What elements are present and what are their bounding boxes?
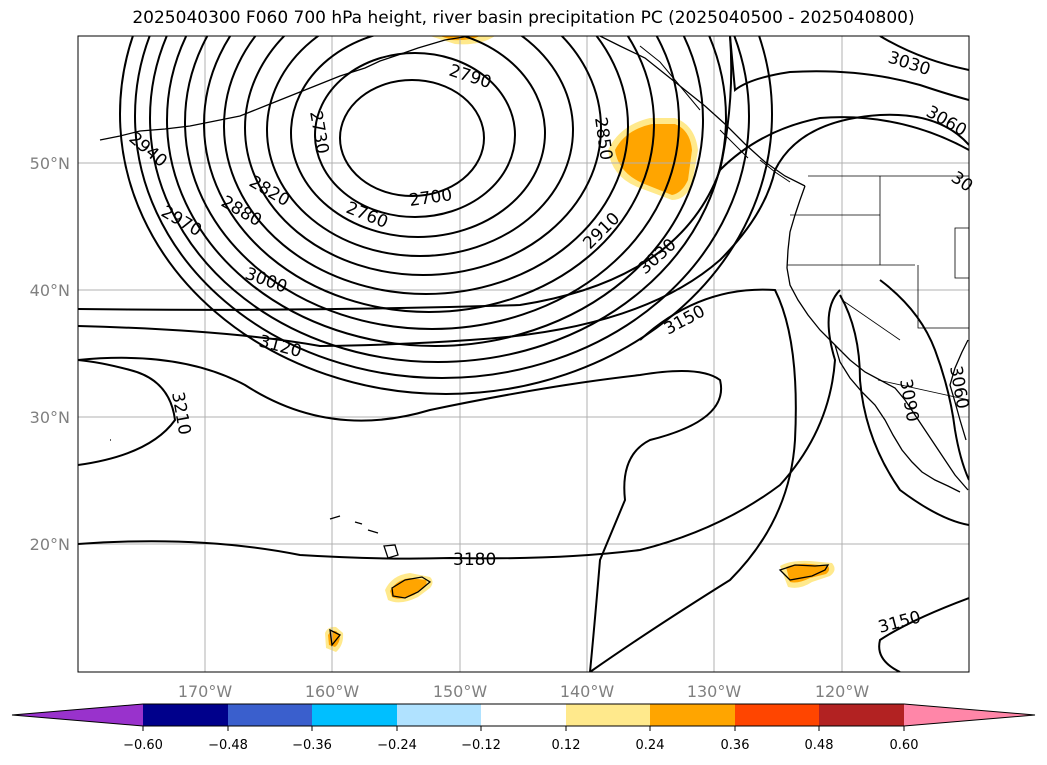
precip-area-baja-inner <box>786 563 830 583</box>
coastline-west-us <box>786 185 969 491</box>
lat-label-40n: 40°N <box>30 281 70 300</box>
contour-2790 <box>266 36 574 257</box>
colorbar: −0.60 −0.48 −0.36 −0.24 −0.12 0.12 0.24 … <box>11 703 1036 753</box>
coastline-hawaii-islands <box>329 515 432 599</box>
contour-3090-east <box>839 294 969 526</box>
border-state-az <box>954 227 969 279</box>
contour-3150-se <box>878 597 969 672</box>
colorbar-tick-5: 0.12 <box>552 738 581 753</box>
contour-2880 <box>203 36 655 313</box>
height-contours <box>78 36 969 672</box>
colorbar-tick-3: −0.24 <box>377 738 417 753</box>
lon-label-130w: 130°W <box>687 682 742 701</box>
contour-label-3120: 3120 <box>257 332 304 363</box>
border-state-ca-nv <box>841 299 901 341</box>
colorbar-seg-4 <box>397 704 481 726</box>
coastline-alaska-aleutians <box>99 36 471 141</box>
contour-3150-upper <box>589 288 797 672</box>
contour-2700 <box>339 79 485 197</box>
coastlines <box>99 36 969 647</box>
contour-2850 <box>223 36 629 295</box>
contour-label-2850: 2850 <box>590 116 616 162</box>
precip-shading <box>325 36 835 652</box>
contour-label-30-partial: 30 <box>947 168 976 197</box>
colorbar-seg-6 <box>566 704 650 726</box>
lon-label-120w: 120°W <box>815 682 870 701</box>
graticule <box>78 36 969 672</box>
contour-label-2880: 2880 <box>218 192 265 231</box>
contour-label-3030-east: 3030 <box>885 48 932 80</box>
lat-label-20n: 20°N <box>30 535 70 554</box>
coastline-alaska-panhandle <box>599 36 806 187</box>
contour-3060-arc <box>78 36 733 311</box>
contour-3030-east <box>729 36 969 101</box>
contour-2970 <box>149 36 727 363</box>
lon-label-160w: 160°W <box>305 682 360 701</box>
contour-2910 <box>184 36 680 330</box>
contour-2940 <box>166 36 704 347</box>
colorbar-seg-1 <box>143 704 228 726</box>
map-title: 2025040300 F060 700 hPa height, river ba… <box>132 8 915 28</box>
contour-label-2940: 2940 <box>125 129 171 172</box>
contour-label-3000: 3000 <box>242 264 289 298</box>
contour-3210 <box>78 359 177 466</box>
contour-label-3060-east: 3060 <box>923 102 970 141</box>
colorbar-seg-9 <box>819 704 904 726</box>
precip-area-pnw-inner <box>615 124 692 195</box>
contour-label-2700: 2700 <box>408 185 454 211</box>
contour-label-3210: 3210 <box>167 390 194 436</box>
colorbar-tick-1: −0.48 <box>208 738 248 753</box>
contour-label-3180: 3180 <box>453 550 496 570</box>
map-frame <box>77 35 970 673</box>
contour-3120 <box>78 113 969 348</box>
contour-label-2910: 2910 <box>579 209 624 254</box>
border-us-mexico <box>877 379 969 401</box>
colorbar-tick-7: 0.36 <box>721 738 750 753</box>
colorbar-seg-5 <box>481 704 566 726</box>
colorbar-tick-2: −0.36 <box>292 738 332 753</box>
latitude-labels: 50°N 40°N 30°N 20°N <box>30 154 70 554</box>
lat-label-30n: 30°N <box>30 408 70 427</box>
colorbar-seg-7 <box>650 704 735 726</box>
contour-3060-ne <box>879 36 969 71</box>
colorbar-seg-3 <box>312 704 397 726</box>
colorbar-tick-4: −0.12 <box>461 738 501 753</box>
colorbar-seg-8 <box>735 704 819 726</box>
contour-label-2970: 2970 <box>158 202 205 241</box>
contour-label-3150: 3150 <box>661 301 709 339</box>
contour-3000 <box>134 36 750 379</box>
colorbar-seg-10 <box>904 704 1035 726</box>
political-borders <box>787 175 969 401</box>
colorbar-tick-6: 0.24 <box>636 738 665 753</box>
contour-3150-main <box>78 356 723 672</box>
colorbar-seg-2 <box>228 704 312 726</box>
lat-label-50n: 50°N <box>30 154 70 173</box>
contour-label-2820: 2820 <box>246 172 293 211</box>
contour-label-2790: 2790 <box>446 61 493 93</box>
contour-2820 <box>244 36 602 276</box>
colorbar-tick-8: 0.48 <box>805 738 834 753</box>
colorbar-seg-0 <box>12 704 143 726</box>
contour-3180 <box>78 289 841 560</box>
longitude-labels: 170°W 160°W 150°W 140°W 130°W 120°W <box>178 682 870 701</box>
lon-label-150w: 150°W <box>433 682 488 701</box>
border-state-nv-az <box>917 265 969 329</box>
contour-3060-east <box>719 116 969 171</box>
lon-label-170w: 170°W <box>178 682 233 701</box>
coastline-gulf-of-california <box>949 339 969 441</box>
colorbar-tick-0: −0.60 <box>123 738 163 753</box>
lon-label-140w: 140°W <box>560 682 615 701</box>
contour-label-3150-se: 3150 <box>876 607 923 638</box>
coastline-small-islands <box>110 439 830 647</box>
contour-3060-se <box>879 279 969 481</box>
contour-3030 <box>119 36 773 395</box>
contour-2730 <box>314 52 516 218</box>
coastline-baja-peninsula <box>834 344 961 493</box>
contour-2760 <box>290 36 546 238</box>
colorbar-tick-marks <box>142 726 905 731</box>
contour-label-3060-se: 3060 <box>945 364 972 410</box>
contour-label-2730: 2730 <box>305 109 332 155</box>
colorbar-tick-9: 0.60 <box>890 738 919 753</box>
